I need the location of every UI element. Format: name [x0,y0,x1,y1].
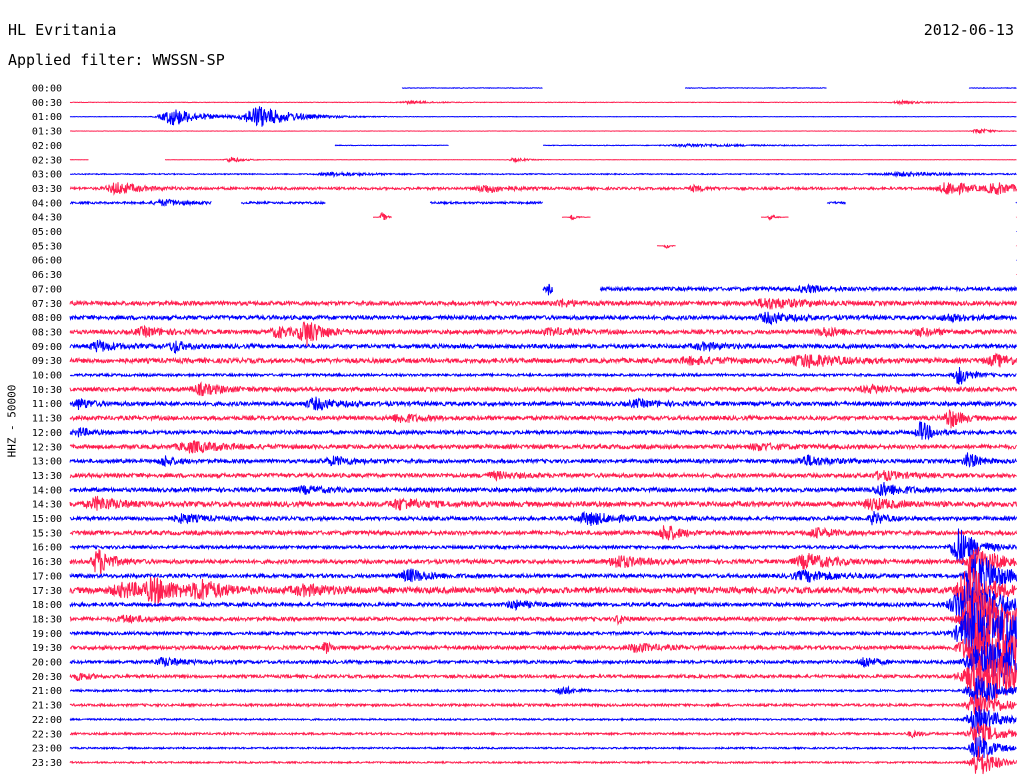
trace-1230 [69,440,1017,454]
station-title: HL Evritania [8,21,117,39]
trace-2000 [69,640,1017,684]
tick-label-0230: 02:30 [32,155,62,166]
tick-label-1930: 19:30 [32,643,62,654]
tick-label-1500: 15:00 [32,514,62,525]
tick-label-0300: 03:00 [32,170,62,181]
tick-label-1700: 17:00 [32,571,62,582]
trace-1100 [69,396,1017,411]
trace-1400 [69,481,1017,497]
tick-label-1200: 12:00 [32,428,62,439]
trace-1500 [69,510,1017,527]
tick-label-2100: 21:00 [32,686,62,697]
tick-label-2300: 23:00 [32,744,62,755]
tick-label-0530: 05:30 [32,241,62,252]
trace-1000 [69,366,1017,385]
trace-0430 [373,212,1017,221]
trace-1330 [69,470,1017,482]
seismic-traces [69,86,1017,775]
tick-labels: 00:00 00:30 01:00 01:30 02:00 02:30 03:00 03:30… [32,84,62,769]
tick-label-1830: 18:30 [32,614,62,625]
tick-label-2130: 21:30 [32,701,62,712]
tick-label-1630: 16:30 [32,557,62,568]
tick-label-0900: 09:00 [32,342,62,353]
trace-1530 [69,525,1017,541]
tick-label-1000: 10:00 [32,371,62,382]
tick-label-1530: 15:30 [32,528,62,539]
tick-label-0700: 07:00 [32,284,62,295]
tick-label-0730: 07:30 [32,299,62,310]
tick-label-0330: 03:30 [32,184,62,195]
trace-1900 [69,604,1017,658]
trace-2230 [69,721,1017,746]
tick-label-2030: 20:30 [32,672,62,683]
tick-label-0130: 01:30 [32,127,62,138]
trace-0900 [69,338,1017,355]
tick-label-1900: 19:00 [32,629,62,640]
trace-0330 [69,182,1017,196]
tick-label-1100: 11:00 [32,399,62,410]
trace-0100 [69,106,1017,127]
trace-1800 [69,578,1017,630]
date-label: 2012-06-13 [923,21,1014,39]
tick-label-0030: 00:30 [32,98,62,109]
trace-1430 [69,495,1017,512]
trace-0830 [69,321,1017,347]
trace-0000 [401,86,1017,90]
trace-1930 [69,622,1017,675]
trace-0730 [69,298,1017,310]
trace-0530 [656,244,1017,249]
trace-2300 [69,736,1017,761]
trace-0400 [69,198,1017,207]
tick-label-1600: 16:00 [32,543,62,554]
trace-0300 [70,170,1017,179]
tick-label-1130: 11:30 [32,414,62,425]
trace-0700 [542,283,1017,296]
tick-label-0200: 02:00 [32,141,62,152]
tick-label-0500: 05:00 [32,227,62,238]
trace-1730 [69,563,1017,609]
trace-2200 [69,705,1017,734]
trace-2330 [69,746,1017,775]
trace-0030 [69,98,1017,106]
trace-1600 [69,528,1017,566]
trace-2030 [69,655,1017,701]
trace-0230 [69,156,1017,164]
tick-label-0630: 06:30 [32,270,62,281]
tick-label-1400: 14:00 [32,485,62,496]
trace-0930 [69,352,1017,369]
trace-1830 [69,590,1017,647]
trace-1700 [69,553,1017,601]
tick-label-2200: 22:00 [32,715,62,726]
trace-0200 [334,142,1017,149]
tick-label-1300: 13:00 [32,457,62,468]
trace-1630 [69,546,1017,575]
tick-label-2000: 20:00 [32,658,62,669]
trace-2130 [69,694,1017,715]
trace-2100 [69,675,1017,705]
tick-label-0000: 00:00 [32,84,62,95]
trace-1200 [69,420,1017,441]
trace-1130 [69,409,1017,429]
tick-label-1330: 13:30 [32,471,62,482]
filter-label: Applied filter: WWSSN-SP [8,51,225,69]
trace-1300 [69,452,1017,469]
tick-label-1230: 12:30 [32,442,62,453]
tick-label-1430: 14:30 [32,500,62,511]
tick-label-0400: 04:00 [32,198,62,209]
trace-0130 [70,127,1017,135]
tick-label-1730: 17:30 [32,586,62,597]
tick-label-2230: 22:30 [32,729,62,740]
tick-label-0100: 01:00 [32,112,62,123]
trace-1030 [69,381,1017,397]
tick-label-0830: 08:30 [32,327,62,338]
tick-label-0600: 06:00 [32,256,62,267]
tick-label-1800: 18:00 [32,600,62,611]
tick-label-0430: 04:30 [32,213,62,224]
tick-label-0930: 09:30 [32,356,62,367]
tick-label-1030: 10:30 [32,385,62,396]
tick-label-2330: 23:30 [32,758,62,769]
trace-0800 [69,311,1017,326]
tick-label-0800: 08:00 [32,313,62,324]
